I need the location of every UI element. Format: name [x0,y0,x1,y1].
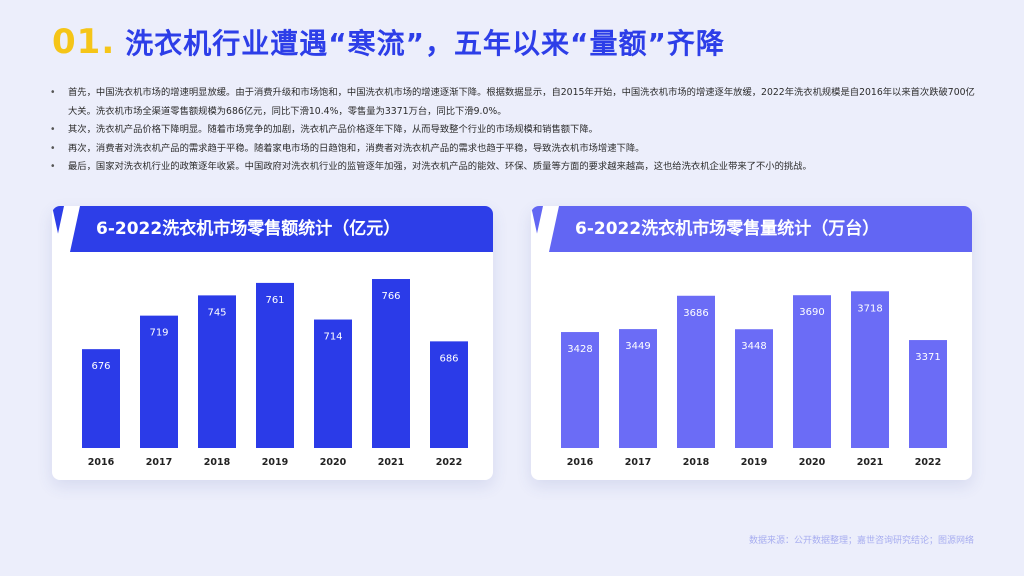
bar-2021 [851,291,889,448]
sales-value-chart-panel: 6-2022洗衣机市场零售额统计（亿元） 676 2016 719 2017 745 20… [52,206,493,480]
bar-2020 [793,295,831,448]
bullet-item-3: 再次，消费者对洗衣机产品的需求趋于平稳。随着家电市场的日趋饱和，消费者对洗衣机产… [48,140,978,159]
bar-value-label: 3686 [683,308,708,319]
bar-2022 [430,341,468,448]
x-tick-label: 2018 [204,457,231,468]
sales-volume-bar-chart: 3428 2016 3449 2017 3686 2018 3448 2019 3690 2020… [561,291,947,468]
bar-value-label: 745 [207,307,226,318]
bar-2016 [82,349,120,448]
bar-value-label: 761 [265,295,284,306]
bar-2017 [140,315,178,448]
bar-value-label: 714 [323,332,342,343]
sales-value-chart-title: 6-2022洗衣机市场零售额统计（亿元） [96,219,401,239]
bar-value-label: 3449 [625,341,650,352]
bar-2018 [198,295,236,448]
bar-2019 [735,329,773,448]
x-tick-label: 2018 [683,457,710,468]
header-banner-fill [531,206,972,252]
bar-value-label: 686 [439,353,458,364]
header-banner-shape [531,206,972,252]
title-number: 01. [52,22,116,62]
bar-value-label: 676 [91,361,110,372]
bar-2017 [619,329,657,448]
header-banner-fill [52,206,493,252]
x-tick-label: 2016 [88,457,115,468]
bullet-item-1: 首先，中国洗衣机市场的增速明显放缓。由于消费升级和市场饱和，中国洗衣机市场的增速… [48,84,978,121]
bar-2021 [372,279,410,448]
x-tick-label: 2019 [741,457,767,468]
bar-value-label: 3371 [915,352,940,363]
x-tick-label: 2022 [915,457,941,468]
x-tick-label: 2017 [146,457,172,468]
title-text: 洗衣机行业遭遇“寒流”，五年以来“量额”齐降 [125,27,725,60]
x-tick-label: 2021 [378,457,404,468]
bar-2016 [561,332,599,448]
header-stripe [533,206,559,252]
sales-volume-chart-header: 6-2022洗衣机市场零售量统计（万台） [531,206,972,252]
page-title: 01. 洗衣机行业遭遇“寒流”，五年以来“量额”齐降 [52,22,725,62]
header-stripe [54,206,80,252]
bar-value-label: 3718 [857,303,882,314]
bar-value-label: 766 [381,291,400,302]
sales-volume-chart-title: 6-2022洗衣机市场零售量统计（万台） [575,219,880,239]
x-tick-label: 2021 [857,457,883,468]
bar-2018 [677,295,715,448]
bar-2020 [314,319,352,448]
sales-value-bar-chart: 676 2016 719 2017 745 2018 761 2019 714 2020 766 20… [82,279,468,468]
bar-value-label: 3428 [567,344,592,355]
bar-value-label: 3690 [799,307,824,318]
summary-list: 首先，中国洗衣机市场的增速明显放缓。由于消费升级和市场饱和，中国洗衣机市场的增速… [48,84,978,177]
header-banner-shape [52,206,493,252]
bar-2022 [909,340,947,448]
bar-value-label: 3448 [741,341,766,352]
x-tick-label: 2020 [320,457,347,468]
sales-volume-chart-panel: 6-2022洗衣机市场零售量统计（万台） 3428 2016 3449 2017 368… [531,206,972,480]
x-tick-label: 2017 [625,457,651,468]
bullet-item-4: 最后，国家对洗衣机行业的政策逐年收紧。中国政府对洗衣机行业的监管逐年加强，对洗衣… [48,158,978,177]
sales-value-chart-header: 6-2022洗衣机市场零售额统计（亿元） [52,206,493,252]
x-tick-label: 2020 [799,457,826,468]
bar-2019 [256,282,294,448]
bar-value-label: 719 [149,328,168,339]
x-tick-label: 2019 [262,457,288,468]
bullet-item-2: 其次，洗衣机产品价格下降明显。随着市场竞争的加剧，洗衣机产品价格逐年下降，从而导… [48,121,978,140]
x-tick-label: 2022 [436,457,462,468]
data-source-note: 数据来源：公开数据整理；嘉世咨询研究结论；图源网络 [748,536,974,546]
x-tick-label: 2016 [567,457,594,468]
